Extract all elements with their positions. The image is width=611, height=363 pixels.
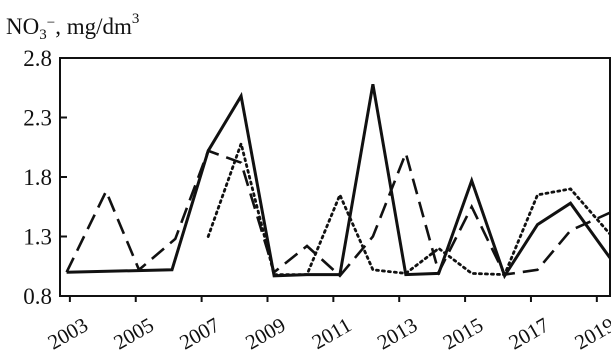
x-tick-label: 2007 — [175, 313, 223, 355]
x-tick-label: 2003 — [44, 313, 92, 355]
y-axis-ticks: 2.8 2.3 1.8 1.3 0.8 — [23, 46, 67, 309]
x-tick-label: 2013 — [373, 313, 421, 355]
x-axis-ticks: 2003 2005 2007 2009 2011 2013 2015 2017 2019 — [44, 296, 611, 354]
series-line-solid — [66, 83, 611, 280]
x-tick-label: 2011 — [308, 313, 356, 354]
x-tick-label: 2017 — [505, 313, 553, 355]
y-tick-label: 2.8 — [23, 46, 52, 71]
y-tick-label: 0.8 — [23, 284, 52, 309]
x-tick-label: 2009 — [241, 313, 289, 355]
plot-frame — [59, 57, 611, 297]
x-tick-label: 2005 — [109, 313, 157, 355]
series-line-dotted — [206, 138, 611, 277]
x-tick-label: 2019 — [571, 313, 611, 355]
series-line-dashed — [65, 149, 611, 278]
series-layer — [65, 83, 611, 280]
y-tick-label: 1.8 — [23, 165, 52, 190]
y-tick-label: 2.3 — [23, 106, 52, 131]
y-axis-title: NO3−, mg/dm3 — [6, 11, 139, 43]
x-tick-label: 2015 — [439, 313, 487, 355]
y-tick-label: 1.3 — [23, 225, 52, 250]
